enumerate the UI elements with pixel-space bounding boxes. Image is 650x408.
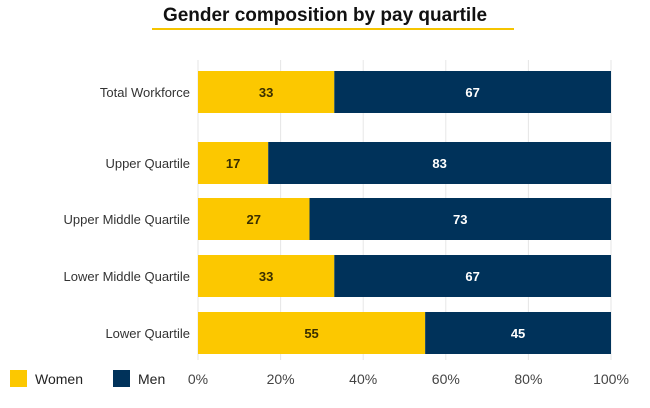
chart-title: Gender composition by pay quartile — [162, 5, 488, 26]
bar-women — [198, 71, 335, 113]
legend-swatch-women — [10, 370, 27, 387]
title-underline — [152, 28, 514, 30]
data-label: 83 — [432, 156, 446, 171]
data-label: 67 — [465, 269, 479, 284]
data-label: 67 — [465, 85, 479, 100]
bar-women — [198, 142, 269, 184]
category-label: Upper Quartile — [105, 156, 190, 171]
data-label: 17 — [226, 156, 240, 171]
legend-label-women: Women — [35, 370, 83, 387]
bar-men — [425, 312, 611, 354]
bar-men — [334, 71, 611, 113]
data-label: 33 — [259, 269, 273, 284]
category-label: Upper Middle Quartile — [64, 212, 190, 227]
category-label: Lower Middle Quartile — [64, 269, 190, 284]
x-tick-label: 80% — [514, 371, 542, 387]
x-tick-label: 0% — [188, 371, 208, 387]
bar-men — [268, 142, 611, 184]
legend-label-men: Men — [138, 370, 166, 387]
data-label: 73 — [453, 212, 467, 227]
x-tick-label: 40% — [349, 371, 377, 387]
legend-swatch-men — [113, 370, 130, 387]
bar-men — [334, 255, 611, 297]
data-label: 55 — [304, 326, 318, 341]
category-label: Lower Quartile — [105, 326, 190, 341]
bar-women — [198, 255, 335, 297]
x-tick-label: 100% — [593, 371, 629, 387]
bar-women — [198, 312, 426, 354]
x-tick-label: 20% — [267, 371, 295, 387]
bar-men — [309, 198, 611, 240]
category-label: Total Workforce — [100, 85, 190, 100]
legend-item-men: Men — [113, 370, 165, 387]
data-label: 33 — [259, 85, 273, 100]
legend-item-women: Women — [10, 370, 83, 387]
data-label: 27 — [247, 212, 261, 227]
bar-women — [198, 198, 310, 240]
x-tick-label: 60% — [432, 371, 460, 387]
data-label: 45 — [511, 326, 525, 341]
